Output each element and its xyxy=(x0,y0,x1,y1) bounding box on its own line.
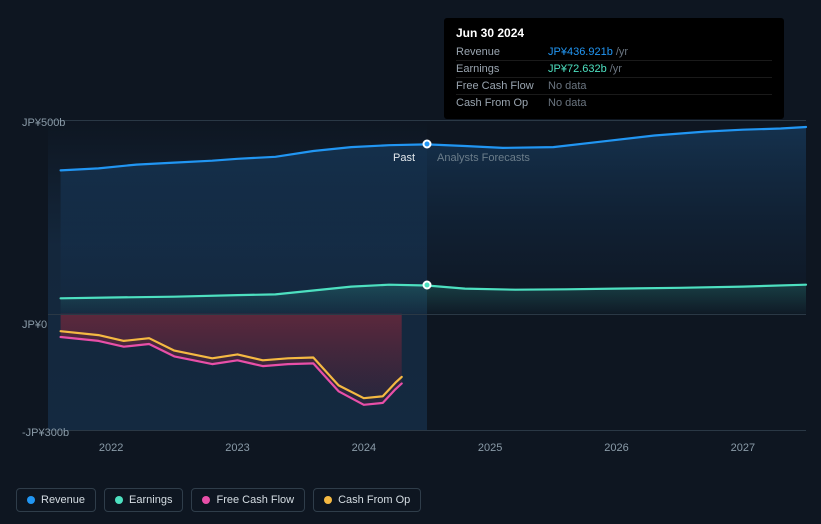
legend-item-free-cash-flow[interactable]: Free Cash Flow xyxy=(191,488,305,512)
plot-area[interactable]: JP¥500bJP¥0-JP¥300b202220232024202520262… xyxy=(48,120,806,430)
legend-label: Revenue xyxy=(41,494,85,506)
x-axis-label: 2025 xyxy=(478,442,502,454)
tooltip-row-value: JP¥72.632b xyxy=(548,63,607,75)
chart-tooltip: Jun 30 2024 RevenueJP¥436.921b/yrEarning… xyxy=(444,18,784,119)
chart-svg xyxy=(48,120,806,430)
x-axis-label: 2023 xyxy=(225,442,249,454)
legend-dot xyxy=(27,496,35,504)
x-axis-label: 2027 xyxy=(731,442,755,454)
gridline xyxy=(48,120,806,121)
chart-legend: Revenue Earnings Free Cash Flow Cash From O… xyxy=(16,488,421,512)
tooltip-row: RevenueJP¥436.921b/yr xyxy=(456,44,772,60)
tooltip-row-value: No data xyxy=(548,80,587,92)
legend-label: Earnings xyxy=(129,494,172,506)
tooltip-row-unit: /yr xyxy=(616,46,628,58)
tooltip-row-label: Earnings xyxy=(456,63,548,75)
x-axis-label: 2022 xyxy=(99,442,123,454)
gridline xyxy=(48,314,806,315)
revenue-marker xyxy=(423,140,432,149)
tooltip-row-label: Free Cash Flow xyxy=(456,80,548,92)
tooltip-row: EarningsJP¥72.632b/yr xyxy=(456,60,772,77)
x-axis-label: 2024 xyxy=(352,442,376,454)
legend-dot xyxy=(324,496,332,504)
legend-dot xyxy=(202,496,210,504)
forecast-section-label: Analysts Forecasts xyxy=(437,152,530,164)
tooltip-row-label: Revenue xyxy=(456,46,548,58)
chart-container: JP¥500bJP¥0-JP¥300b202220232024202520262… xyxy=(16,120,806,450)
earnings-marker xyxy=(423,281,432,290)
legend-label: Cash From Op xyxy=(338,494,410,506)
legend-label: Free Cash Flow xyxy=(216,494,294,506)
tooltip-date: Jun 30 2024 xyxy=(456,26,772,40)
legend-item-earnings[interactable]: Earnings xyxy=(104,488,183,512)
tooltip-row-label: Cash From Op xyxy=(456,97,548,109)
legend-item-revenue[interactable]: Revenue xyxy=(16,488,96,512)
tooltip-row: Free Cash FlowNo data xyxy=(456,77,772,94)
y-axis-label: -JP¥300b xyxy=(22,427,69,439)
past-section-label: Past xyxy=(393,152,415,164)
y-axis-label: JP¥0 xyxy=(22,319,47,331)
tooltip-row: Cash From OpNo data xyxy=(456,94,772,111)
gridline xyxy=(48,430,806,431)
y-axis-label: JP¥500b xyxy=(22,117,65,129)
legend-item-cash-from-op[interactable]: Cash From Op xyxy=(313,488,421,512)
tooltip-row-value: JP¥436.921b xyxy=(548,46,613,58)
tooltip-row-unit: /yr xyxy=(610,63,622,75)
legend-dot xyxy=(115,496,123,504)
tooltip-row-value: No data xyxy=(548,97,587,109)
x-axis-label: 2026 xyxy=(604,442,628,454)
